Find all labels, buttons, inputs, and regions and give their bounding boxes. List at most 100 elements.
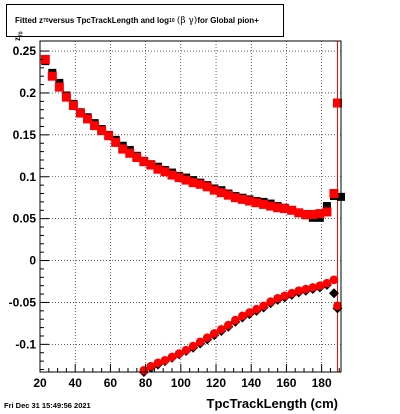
data-point-square	[332, 98, 342, 108]
data-point-square	[237, 194, 247, 204]
data-point-square	[61, 92, 71, 102]
data-point-square	[294, 208, 304, 218]
data-point-square	[167, 170, 177, 180]
data-point-square	[322, 202, 331, 211]
data-point-square	[287, 205, 297, 215]
data-point-circle	[308, 283, 318, 292]
x-tick-label: 180	[312, 376, 332, 390]
data-point-circle	[252, 304, 261, 314]
x-tick-label: 20	[33, 376, 47, 390]
data-point-square	[308, 209, 318, 219]
data-point-square	[90, 121, 100, 131]
data-marks	[40, 54, 345, 377]
axes: 20 40 60 80 100 120 140 160 180 -0.1 -0.05 0 0.05 0.1…	[9, 44, 340, 390]
data-point-circle	[181, 345, 191, 355]
data-point-circle	[329, 275, 339, 285]
data-point-square	[273, 203, 283, 213]
y-axis-label: z70	[13, 31, 25, 41]
data-point-circle	[301, 284, 311, 294]
data-point-square	[68, 101, 78, 111]
data-point-circle	[224, 320, 233, 330]
data-point-circle	[259, 301, 268, 311]
title-text-1: Fitted z	[15, 16, 43, 25]
title-sub-2: 10	[169, 17, 175, 24]
data-point-circle	[195, 337, 205, 347]
data-point-square	[174, 173, 184, 183]
data-point-square	[252, 198, 262, 208]
data-point-circle	[217, 324, 226, 334]
data-point-square	[223, 190, 233, 200]
data-point-circle	[273, 293, 282, 303]
data-point-square	[202, 182, 212, 192]
data-point-square	[244, 196, 254, 206]
chart-title: Fitted z 70 versus TpcTrackLength and log…	[6, 4, 284, 37]
data-point-square	[118, 144, 128, 154]
x-tick-label: 60	[104, 376, 118, 390]
data-point-circle	[167, 352, 177, 362]
data-point-square	[97, 126, 107, 136]
title-text-2: versus TpcTrackLength and log	[48, 16, 170, 25]
data-point-circle	[209, 329, 219, 338]
data-point-circle	[294, 286, 304, 296]
x-tick-label: 120	[206, 376, 226, 390]
data-point-diamond	[328, 288, 339, 299]
data-point-circle	[322, 278, 332, 288]
y-tick-label: -0.1	[15, 337, 36, 351]
data-point-square	[259, 199, 269, 209]
data-point-square	[125, 148, 135, 158]
title-sub-1: 70	[43, 17, 49, 24]
x-tick-label: 100	[171, 376, 191, 390]
footer-date: Fri Dec 31 15:49:56 2021	[4, 401, 91, 410]
data-point-square	[315, 209, 325, 219]
data-point-circle	[174, 349, 184, 358]
data-point-square	[54, 82, 64, 92]
data-point-circle	[160, 355, 170, 365]
data-point-square	[280, 204, 290, 214]
data-point-circle	[202, 333, 212, 342]
data-point-square	[75, 108, 85, 118]
data-point-square	[329, 189, 339, 199]
data-point-circle	[266, 297, 275, 306]
data-point-square	[132, 152, 142, 162]
data-point-square	[111, 137, 121, 147]
y-tick-label: 0.2	[19, 86, 36, 100]
data-point-circle	[315, 281, 325, 290]
data-point-square	[104, 131, 114, 141]
y-tick-label: 0.1	[19, 170, 36, 184]
data-point-circle	[231, 315, 240, 325]
x-tick-label: 160	[276, 376, 296, 390]
data-point-square	[139, 157, 149, 167]
data-point-circle	[287, 288, 297, 298]
data-point-square	[301, 209, 311, 219]
plot-frame	[39, 40, 342, 373]
data-point-circle	[188, 341, 198, 351]
data-point-circle	[238, 311, 247, 321]
data-point-square	[153, 164, 163, 174]
data-point-square	[160, 167, 170, 177]
data-point-square	[146, 160, 156, 170]
y-axis-label-text: z	[13, 37, 22, 41]
y-tick-label: 0.05	[13, 212, 37, 226]
y-axis-label-sub: 70	[18, 31, 25, 37]
data-point-circle	[146, 361, 156, 371]
title-text-3: for Global pion+	[197, 16, 259, 25]
data-point-square	[322, 207, 332, 217]
y-tick-label: -0.05	[9, 295, 37, 309]
data-point-square	[230, 193, 240, 203]
data-point-square	[216, 188, 226, 198]
title-greek: (β γ)	[176, 15, 198, 26]
x-axis-label: TpcTrackLength (cm)	[206, 396, 338, 411]
x-tick-label: 80	[139, 376, 153, 390]
data-point-circle	[333, 301, 342, 311]
y-tick-label: 0.15	[13, 128, 37, 142]
x-tick-label: 40	[69, 376, 83, 390]
data-point-square	[181, 175, 191, 185]
data-point-square	[40, 54, 50, 64]
data-point-circle	[153, 358, 163, 368]
y-tick-label: 0.25	[13, 44, 37, 58]
data-point-square	[209, 185, 219, 195]
data-point-square	[47, 71, 57, 81]
data-point-circle	[280, 291, 289, 301]
x-tick-label: 140	[241, 376, 261, 390]
